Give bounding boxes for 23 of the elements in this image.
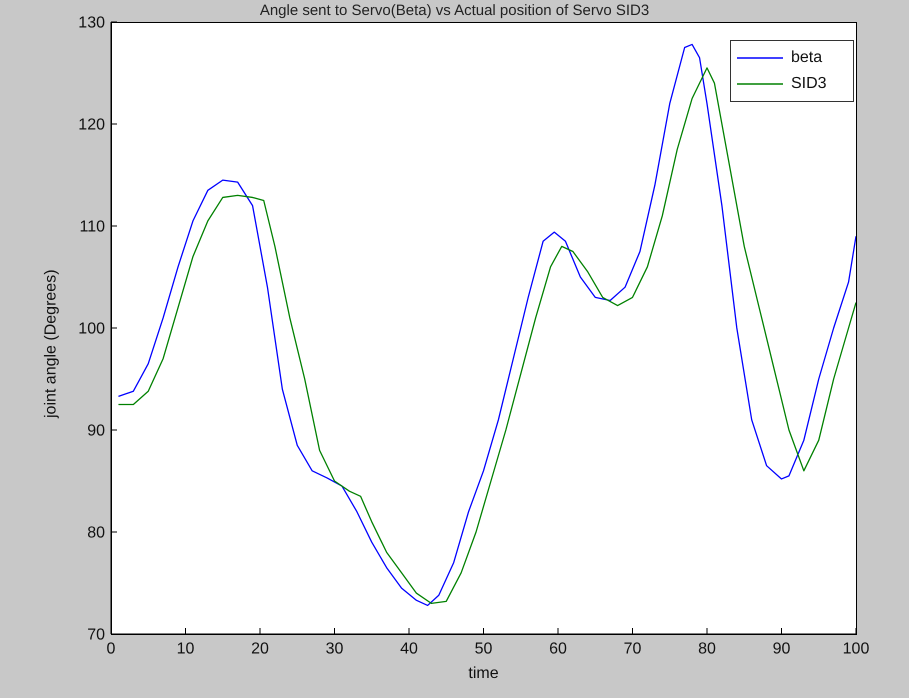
x-tick-label: 20 xyxy=(251,640,269,658)
legend-label: SID3 xyxy=(791,75,827,93)
y-tick-label: 100 xyxy=(78,320,106,338)
x-tick-label: 10 xyxy=(176,640,194,658)
x-tick-label: 30 xyxy=(326,640,344,658)
y-tick-label: 90 xyxy=(87,422,106,440)
x-tick-label: 80 xyxy=(698,640,716,658)
x-tick-label: 70 xyxy=(624,640,642,658)
y-tick-label: 80 xyxy=(87,524,106,542)
legend-label: beta xyxy=(791,49,822,67)
x-axis-title: time xyxy=(468,665,499,682)
x-tick-label: 100 xyxy=(842,640,870,658)
x-tick-label: 90 xyxy=(772,640,790,658)
x-tick-label: 40 xyxy=(400,640,418,658)
x-tick-label: 0 xyxy=(106,640,116,658)
y-tick-label: 70 xyxy=(87,626,106,644)
y-axis-title: joint angle (Degrees) xyxy=(42,269,60,419)
y-tick-label: 130 xyxy=(78,14,106,32)
chart-title: Angle sent to Servo(Beta) vs Actual position of Servo SID3 xyxy=(260,2,650,19)
x-tick-label: 50 xyxy=(474,640,492,658)
y-tick-label: 110 xyxy=(79,218,106,236)
y-tick-label: 120 xyxy=(78,116,106,134)
x-tick-label: 60 xyxy=(549,640,567,658)
